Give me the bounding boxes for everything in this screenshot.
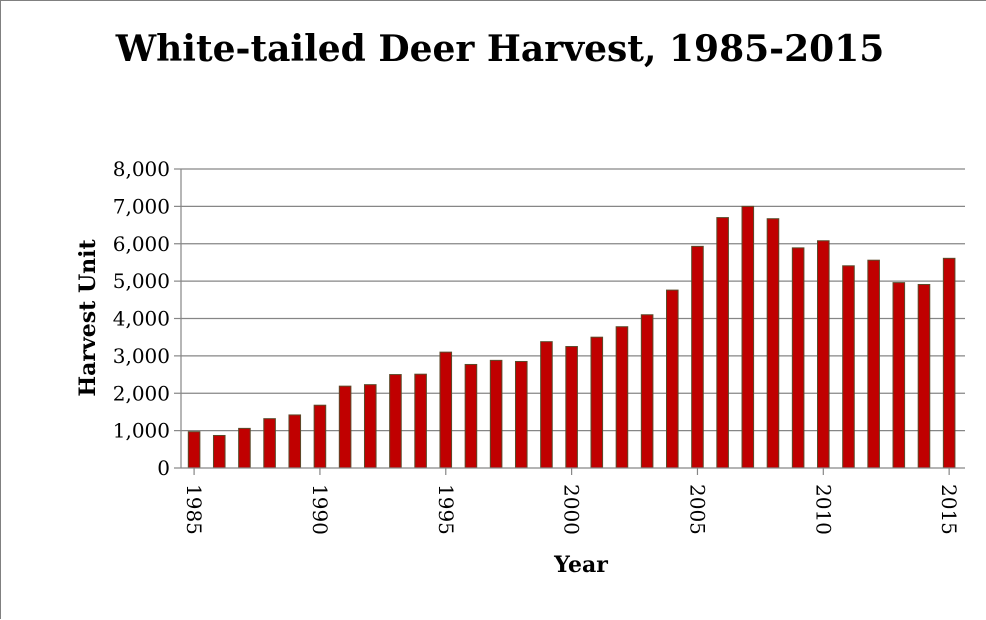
- bar: [741, 205, 755, 469]
- bar: [590, 336, 604, 469]
- bar: [666, 289, 679, 469]
- bar: [288, 414, 302, 469]
- bar: [817, 240, 830, 469]
- bar: [791, 247, 805, 469]
- bars: [187, 205, 956, 469]
- bar: [464, 363, 478, 469]
- x-axis-title: Year: [553, 552, 608, 578]
- y-tick-label: 7,000: [113, 194, 170, 218]
- bar: [238, 427, 251, 469]
- bar: [615, 326, 629, 469]
- x-tick-label: 1990: [308, 484, 332, 535]
- x-tick-label: 2010: [811, 484, 835, 535]
- x-tick-label: 2000: [560, 484, 584, 535]
- bar: [414, 373, 427, 469]
- y-tick-label: 2,000: [113, 381, 170, 405]
- bar: [716, 217, 729, 469]
- bar: [212, 434, 226, 469]
- bar: [338, 385, 352, 469]
- y-tick-label: 8,000: [113, 157, 170, 181]
- bar: [489, 359, 503, 469]
- y-tick-labels: 0 1,000 2,000 3,000 4,000 5,000 6,000 7,000 8,00…: [113, 157, 170, 480]
- bar: [892, 282, 906, 469]
- x-tick-label: 1995: [434, 484, 458, 535]
- bar: [766, 218, 780, 469]
- bar: [867, 259, 880, 469]
- x-tick-label: 2005: [686, 484, 710, 535]
- bar: [389, 374, 402, 469]
- y-tick-label: 6,000: [113, 232, 170, 256]
- x-tick-label: 2015: [937, 484, 961, 535]
- chart-title: White-tailed Deer Harvest, 1985-2015: [115, 28, 885, 70]
- y-axis-title: Harvest Unit: [75, 239, 101, 397]
- x-tick-labels: 1985 1990 1995 2000 2005 2010 2015: [182, 484, 961, 535]
- bar: [942, 257, 956, 469]
- y-tick-label: 0: [157, 456, 170, 480]
- x-tick-label: 1985: [182, 484, 206, 535]
- bar: [363, 384, 377, 469]
- bar: [691, 245, 704, 469]
- bar: [439, 351, 453, 469]
- bar: [514, 360, 528, 469]
- bar: [640, 314, 654, 469]
- bar: [313, 404, 327, 469]
- axes: [174, 168, 965, 475]
- bar: [540, 341, 553, 469]
- bar: [263, 418, 276, 469]
- y-tick-label: 4,000: [113, 307, 170, 331]
- y-tick-label: 1,000: [113, 419, 170, 443]
- bar: [917, 283, 931, 469]
- y-tick-label: 5,000: [113, 269, 170, 293]
- bar: [187, 431, 201, 469]
- y-tick-label: 3,000: [113, 344, 170, 368]
- bar: [842, 265, 855, 469]
- bar: [565, 346, 578, 469]
